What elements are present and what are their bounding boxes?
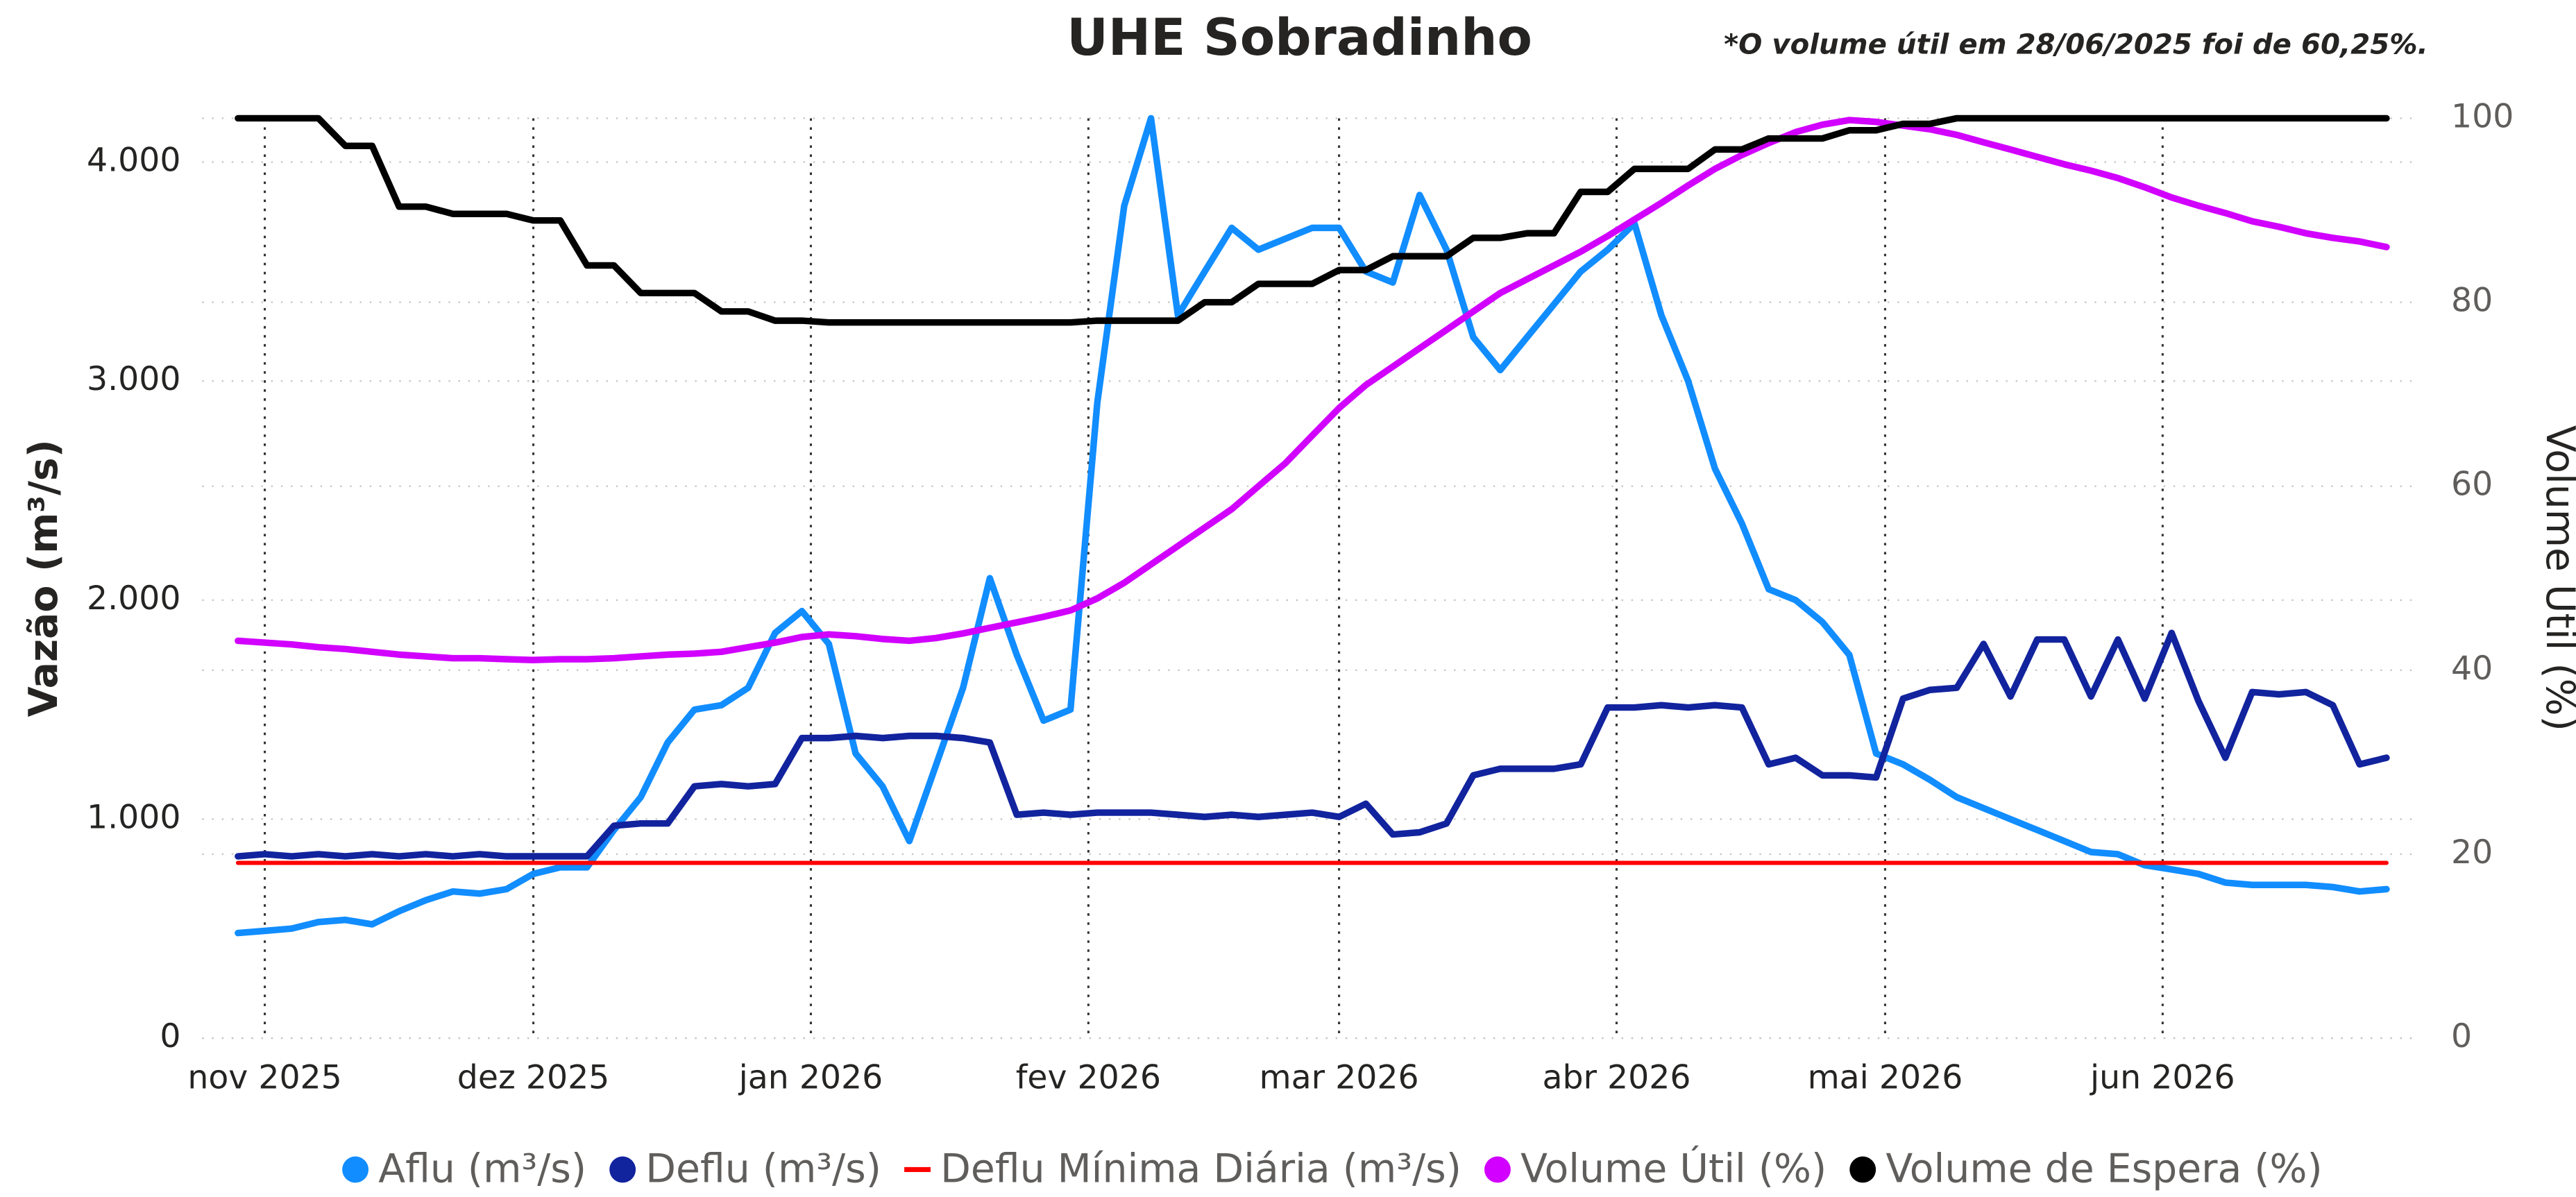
legend-symbol — [1484, 1156, 1511, 1183]
y-tick-label: 0 — [160, 1017, 180, 1055]
legend-symbol — [609, 1156, 636, 1183]
chart-title: UHE Sobradinho — [1067, 8, 1532, 67]
legend-item: Volume Útil (%) — [1484, 1144, 1827, 1191]
y2-tick-label: 100 — [2451, 97, 2514, 135]
y2-tick-label: 0 — [2451, 1017, 2472, 1055]
legend: Aflu (m³/s) Deflu (m³/s) Deflu Mínima Diár… — [342, 1144, 2323, 1191]
series-line — [235, 629, 2390, 860]
y-tick-label: 3.000 — [87, 360, 181, 398]
legend-label: Volume de Espera (%) — [1886, 1146, 2322, 1191]
series-line — [235, 117, 2390, 663]
y2-tick-label: 60 — [2451, 466, 2493, 504]
x-tick-label: abr 2026 — [1542, 1058, 1690, 1096]
legend-label: Deflu (m³/s) — [645, 1146, 881, 1191]
legend-item: Deflu Mínima Diária (m³/s) — [904, 1146, 1461, 1191]
y2-tick-label: 20 — [2451, 833, 2493, 872]
series-line — [235, 114, 2390, 937]
x-tick-label: mar 2026 — [1260, 1058, 1419, 1096]
y-tick-label: 2.000 — [87, 579, 181, 618]
legend-label: Deflu Mínima Diária (m³/s) — [940, 1146, 1461, 1191]
y-axis-label: Vazão (m³/s) — [21, 439, 67, 717]
legend-symbol — [1849, 1156, 1876, 1183]
y-tick-label: 1.000 — [87, 798, 181, 836]
legend-item: Aflu (m³/s) — [342, 1146, 586, 1191]
legend-item: Volume de Espera (%) — [1849, 1146, 2323, 1191]
plot-area — [235, 114, 2390, 937]
x-tick-label: jan 2026 — [738, 1058, 883, 1096]
legend-item: Deflu (m³/s) — [609, 1146, 881, 1191]
x-tick-label: jun 2026 — [2090, 1058, 2235, 1096]
y2-axis-label: Volume Útil (%) — [2537, 425, 2576, 731]
y2-tick-label: 40 — [2451, 650, 2493, 688]
x-tick-label: mai 2026 — [1808, 1058, 1963, 1096]
x-tick-label: nov 2025 — [187, 1058, 341, 1096]
legend-symbol — [342, 1156, 369, 1183]
y-tick-label: 4.000 — [87, 142, 181, 180]
x-tick-label: dez 2025 — [457, 1058, 610, 1096]
annotation: *O volume útil em 28/06/2025 foi de 60,2… — [1724, 28, 2428, 60]
legend-label: Aflu (m³/s) — [378, 1146, 586, 1191]
y2-tick-label: 80 — [2451, 282, 2493, 320]
x-tick-label: fev 2026 — [1016, 1058, 1161, 1096]
series-line — [235, 114, 2390, 326]
legend-label: Volume Útil (%) — [1520, 1144, 1827, 1191]
grid: 0 1.000 2.000 3.000 4.000 0 20 40 60 80 100 nov 202… — [87, 97, 2514, 1096]
